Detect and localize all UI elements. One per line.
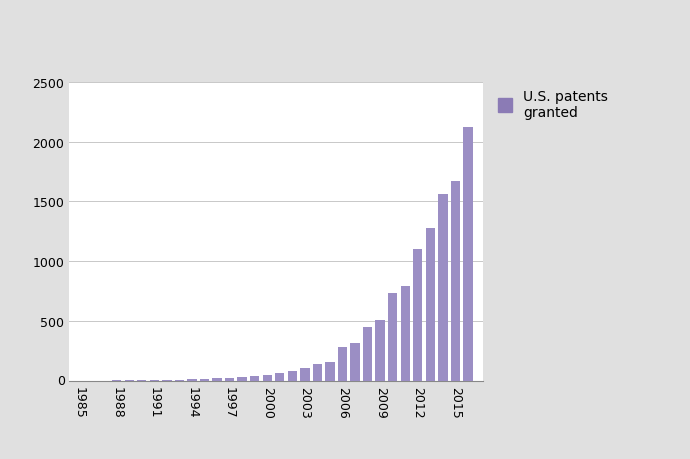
- Bar: [213, 378, 221, 381]
- Bar: [400, 287, 410, 381]
- Bar: [187, 380, 197, 381]
- Bar: [313, 364, 322, 381]
- Bar: [413, 250, 422, 381]
- Bar: [363, 327, 373, 381]
- Legend: U.S. patents
granted: U.S. patents granted: [498, 90, 608, 120]
- Bar: [200, 379, 209, 381]
- Bar: [175, 380, 184, 381]
- Bar: [351, 343, 359, 381]
- Bar: [225, 378, 235, 381]
- Bar: [275, 373, 284, 381]
- Bar: [375, 320, 385, 381]
- Bar: [325, 363, 335, 381]
- Text: 0: 0: [57, 375, 65, 387]
- Bar: [237, 377, 247, 381]
- Bar: [438, 195, 448, 381]
- Bar: [426, 228, 435, 381]
- Bar: [162, 380, 172, 381]
- Bar: [250, 376, 259, 381]
- Bar: [388, 294, 397, 381]
- Bar: [300, 369, 310, 381]
- Bar: [338, 347, 347, 381]
- Bar: [451, 182, 460, 381]
- Bar: [288, 371, 297, 381]
- Bar: [262, 375, 272, 381]
- Bar: [463, 128, 473, 381]
